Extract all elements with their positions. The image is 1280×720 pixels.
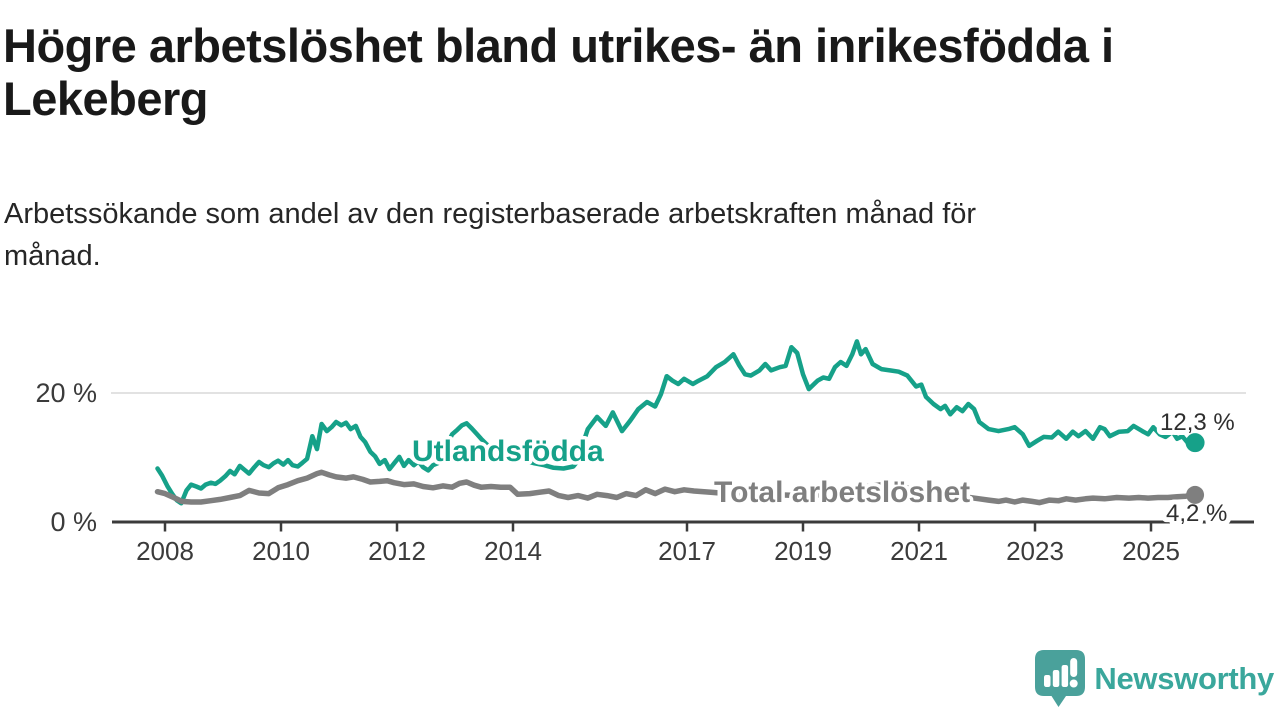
y-tick-label-20: 20 % <box>35 378 97 408</box>
end-dot-utlandsfodda <box>1185 433 1205 453</box>
x-tick-label-2010: 2010 <box>252 536 310 566</box>
x-tick-label-2014: 2014 <box>484 536 542 566</box>
brand-footer: Newsworthy <box>1035 650 1274 708</box>
x-tick-label-2012: 2012 <box>368 536 426 566</box>
y-tick-label-0: 0 % <box>50 507 97 537</box>
series-lines <box>154 339 1198 506</box>
series-label-utlandsfodda: Utlandsfödda <box>412 435 604 468</box>
series-line-total-arbetsloshet <box>154 469 1198 506</box>
chart-subtitle: Arbetssökande som andel av den registerb… <box>4 198 977 273</box>
end-value-label-utlandsfodda: 12,3 % <box>1160 409 1235 436</box>
page-title: Högre arbetslöshet bland utrikes- än inr… <box>3 19 1114 125</box>
axes: 2008 2010 2012 2014 2017 2019 2021 2023 2025 0 % 2… <box>35 378 1254 566</box>
end-value-label-total-arbetsloshet: 4,2 % <box>1166 500 1227 527</box>
x-tick-label-2017: 2017 <box>658 536 716 566</box>
x-tick-label-2008: 2008 <box>136 536 194 566</box>
newsworthy-logo-icon <box>1035 650 1086 707</box>
series-label-total-arbetsloshet: Total arbetslöshet <box>714 476 970 509</box>
brand-name: Newsworthy <box>1094 661 1274 696</box>
x-tick-label-2025: 2025 <box>1122 536 1180 566</box>
x-tick-label-2021: 2021 <box>890 536 948 566</box>
x-tick-label-2023: 2023 <box>1006 536 1064 566</box>
x-tick-label-2019: 2019 <box>774 536 832 566</box>
end-dot-total-arbetsloshet <box>1186 485 1205 504</box>
end-dots <box>1185 433 1205 504</box>
series-line-utlandsfodda <box>155 339 1198 506</box>
